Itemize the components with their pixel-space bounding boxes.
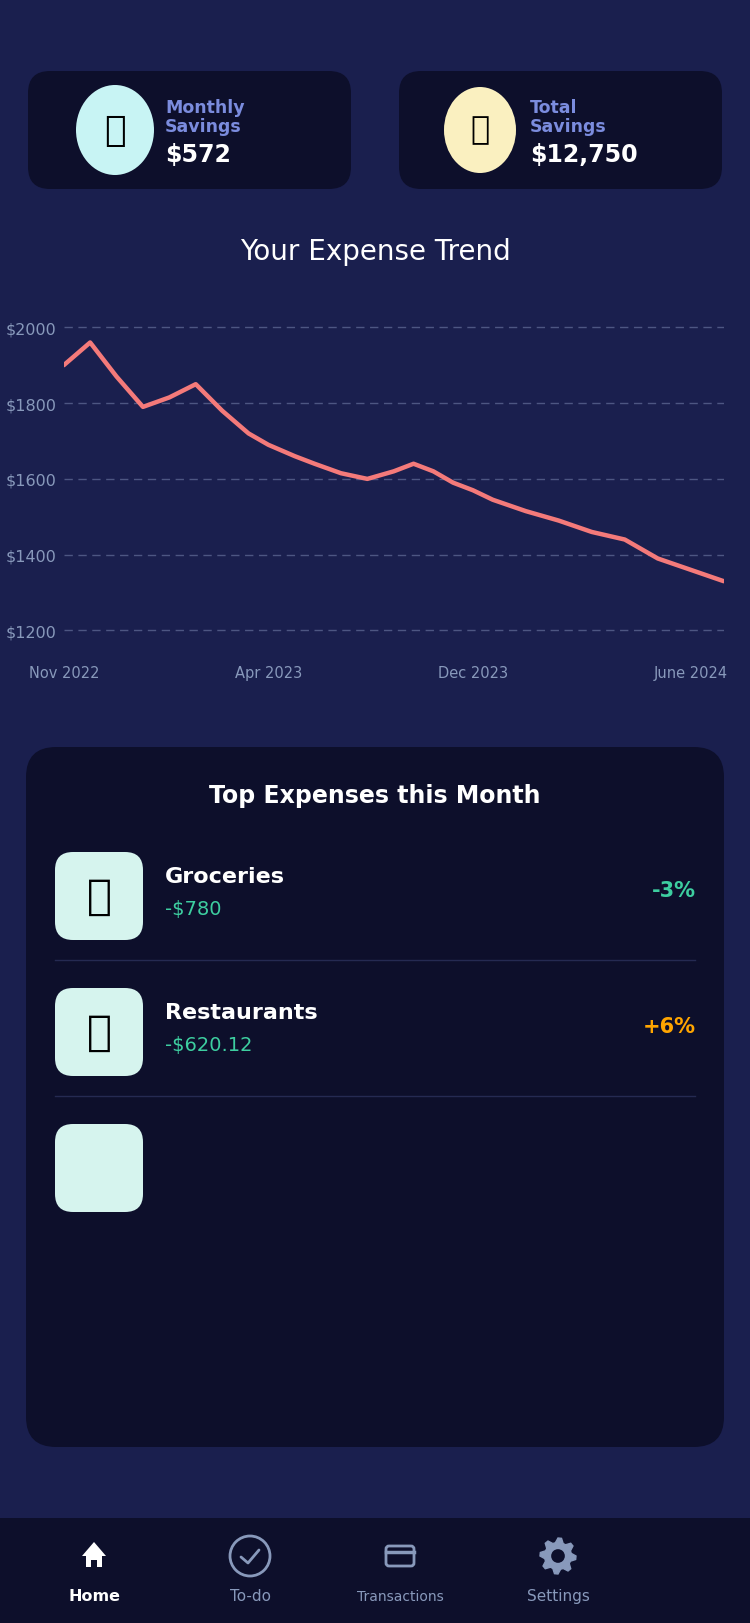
Text: -$780: -$780 [165,899,221,919]
Text: $572: $572 [165,143,231,167]
Polygon shape [91,1560,97,1568]
Text: -$620.12: -$620.12 [165,1035,253,1055]
Polygon shape [86,1556,102,1568]
Text: 🌲: 🌲 [86,875,112,917]
Circle shape [551,1550,565,1563]
Text: Settings: Settings [526,1589,590,1604]
Ellipse shape [444,88,516,174]
Text: Groceries: Groceries [165,867,285,886]
Text: Top Expenses this Month: Top Expenses this Month [209,784,541,808]
Text: 🐷: 🐷 [104,114,126,148]
Text: To-do: To-do [230,1589,271,1604]
Text: Home: Home [68,1589,120,1604]
Polygon shape [82,1542,106,1556]
Text: Savings: Savings [530,118,607,136]
Text: Savings: Savings [165,118,242,136]
Text: Total: Total [530,99,578,117]
Text: $12,750: $12,750 [530,143,638,167]
Text: -3%: -3% [652,880,696,901]
FancyBboxPatch shape [28,71,351,190]
FancyBboxPatch shape [399,71,722,190]
FancyBboxPatch shape [26,748,724,1448]
FancyBboxPatch shape [55,1125,143,1212]
Text: Your Expense Trend: Your Expense Trend [240,239,510,266]
Text: 🌲: 🌲 [86,1011,112,1053]
Text: Monthly: Monthly [165,99,244,117]
FancyBboxPatch shape [0,1518,750,1623]
Ellipse shape [76,86,154,175]
Text: Restaurants: Restaurants [165,1003,318,1022]
FancyBboxPatch shape [55,988,143,1076]
Text: Transactions: Transactions [357,1589,443,1604]
Text: 💰: 💰 [470,115,490,146]
Polygon shape [540,1539,576,1574]
Text: +6%: +6% [643,1016,696,1037]
FancyBboxPatch shape [55,852,143,940]
